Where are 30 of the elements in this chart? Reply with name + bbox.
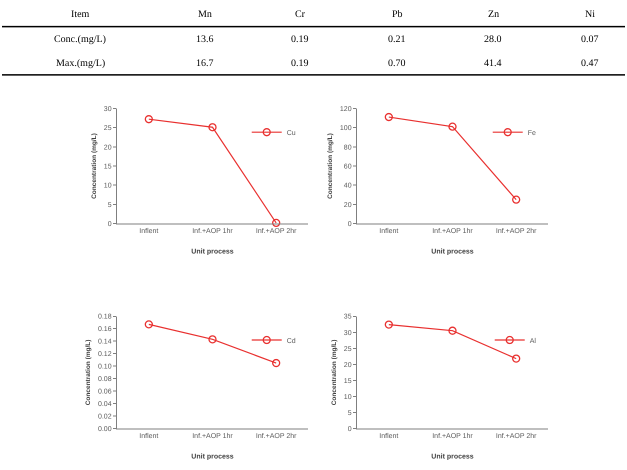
point xyxy=(512,196,520,204)
point xyxy=(144,115,153,124)
point xyxy=(384,112,393,122)
text: Zn xyxy=(488,9,500,20)
point xyxy=(512,354,520,363)
text: 0.21 xyxy=(388,34,406,45)
point xyxy=(448,122,457,131)
text: 0.07 xyxy=(581,34,598,45)
point xyxy=(272,218,280,228)
text: 13.6 xyxy=(196,34,214,45)
text: Cr xyxy=(295,9,306,20)
text: 28.0 xyxy=(484,34,502,45)
text: 0.19 xyxy=(291,58,308,69)
text: Conc.(mg/L) xyxy=(54,34,106,45)
point xyxy=(384,320,393,329)
point xyxy=(272,358,280,368)
point xyxy=(208,123,217,132)
text: Mn xyxy=(198,9,212,20)
text: 41.4 xyxy=(484,58,502,69)
text: Item xyxy=(71,9,90,20)
point xyxy=(448,326,457,335)
text: Max.(mg/L) xyxy=(56,58,106,69)
text: 0.70 xyxy=(388,58,406,69)
text: 16.7 xyxy=(196,58,214,69)
text: Pb xyxy=(392,9,403,20)
text: 0.19 xyxy=(291,34,308,45)
text: Ni xyxy=(585,9,596,20)
text: 0.47 xyxy=(581,58,598,69)
point xyxy=(144,320,153,329)
point xyxy=(208,335,217,344)
